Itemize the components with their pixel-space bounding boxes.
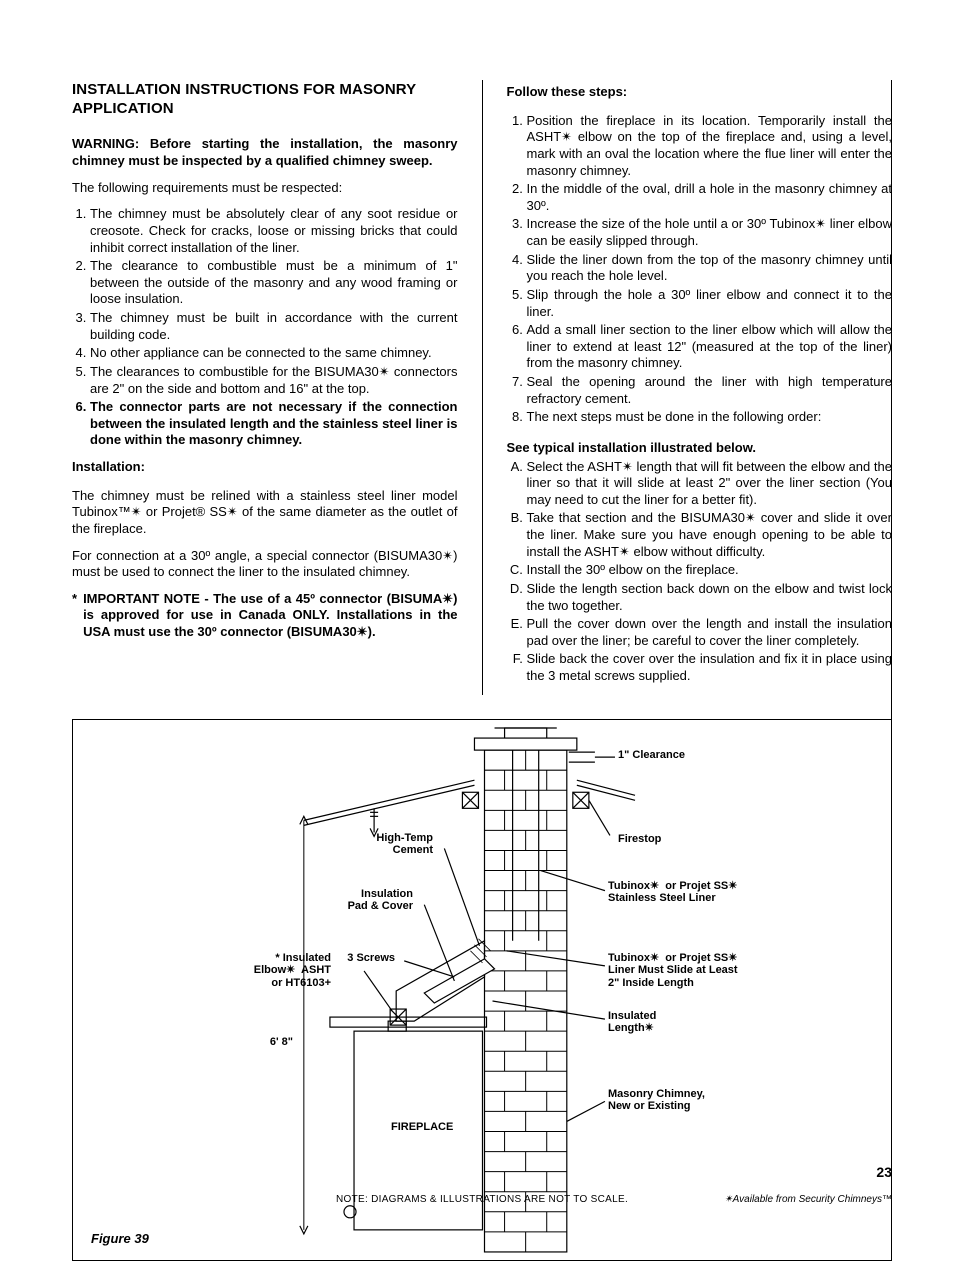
alpha-item: Install the 30º elbow on the fireplace. <box>527 562 893 579</box>
step-item: The next steps must be done in the follo… <box>527 409 893 426</box>
annot-slide-2in: Tubinox✴ or Projet SS✴ Liner Must Slide … <box>608 952 738 990</box>
annot-pad-cover: Insulation Pad & Cover <box>348 888 413 913</box>
warning-text: WARNING: Before starting the installatio… <box>72 136 458 169</box>
step-item: Position the fireplace in its location. … <box>527 113 893 180</box>
step-item: Seal the opening around the liner with h… <box>527 374 893 407</box>
important-note: * IMPORTANT NOTE - The use of a 45º conn… <box>72 591 458 641</box>
figure-39-box: 1" Clearance Firestop Tubinox✴ or Projet… <box>72 719 892 1261</box>
step-item: Slide the liner down from the top of the… <box>527 252 893 285</box>
annot-screws: 3 Screws <box>347 952 395 965</box>
alpha-item: Slide the length section back down on th… <box>527 581 893 614</box>
steps-heading: Follow these steps: <box>507 84 893 101</box>
column-divider <box>482 80 483 695</box>
requirements-list: The chimney must be absolutely clear of … <box>72 206 458 449</box>
annot-fireplace: FIREPLACE <box>391 1121 453 1134</box>
annot-ss-liner: Tubinox✴ or Projet SS✴ Stainless Steel L… <box>608 880 737 905</box>
footer: NOTE: DIAGRAMS & ILLUSTRATIONS ARE NOT T… <box>72 1194 892 1205</box>
requirements-intro: The following requirements must be respe… <box>72 180 458 197</box>
typical-heading: See typical installation illustrated bel… <box>507 440 893 457</box>
annot-height: 6' 8" <box>270 1036 293 1049</box>
left-column: INSTALLATION INSTRUCTIONS FOR MASONRY AP… <box>72 80 458 695</box>
annot-ins-length: Insulated Length✴ <box>608 1010 656 1035</box>
alpha-item: Slide back the cover over the insulation… <box>527 651 893 684</box>
req-item: The clearances to combustible for the BI… <box>90 364 458 397</box>
figure-label: Figure 39 <box>91 1231 149 1246</box>
figure-svg <box>73 720 891 1262</box>
req-item-bold: The connector parts are not necessary if… <box>90 399 458 449</box>
alpha-item: Select the ASHT✴ length that will fit be… <box>527 459 893 509</box>
req-item: No other appliance can be connected to t… <box>90 345 458 362</box>
right-column: Follow these steps: Position the firepla… <box>507 80 893 695</box>
alpha-steps-list: Select the ASHT✴ length that will fit be… <box>507 459 893 685</box>
step-item: Add a small liner section to the liner e… <box>527 322 893 372</box>
annot-firestop: Firestop <box>618 833 661 846</box>
step-item: In the middle of the oval, drill a hole … <box>527 181 893 214</box>
req-item: The chimney must be absolutely clear of … <box>90 206 458 256</box>
footer-scale-note: NOTE: DIAGRAMS & ILLUSTRATIONS ARE NOT T… <box>336 1194 628 1205</box>
important-note-text: IMPORTANT NOTE - The use of a 45º connec… <box>83 591 457 641</box>
alpha-item: Take that section and the BISUMA30✴ cove… <box>527 510 893 560</box>
annot-clearance: 1" Clearance <box>618 749 685 762</box>
steps-list: Position the fireplace in its location. … <box>507 113 893 426</box>
req-item: The chimney must be built in accordance … <box>90 310 458 343</box>
annot-ht-cement: High-Temp Cement <box>376 832 433 857</box>
install-p2: For connection at a 30º angle, a special… <box>72 548 458 581</box>
step-item: Increase the size of the hole until a or… <box>527 216 893 249</box>
alpha-item: Pull the cover down over the length and … <box>527 616 893 649</box>
footer-availability: ✴Available from Security Chimneys™ <box>724 1194 892 1205</box>
page-number: 23 <box>876 1164 892 1180</box>
install-p1: The chimney must be relined with a stain… <box>72 488 458 538</box>
masonry-heading: INSTALLATION INSTRUCTIONS FOR MASONRY AP… <box>72 80 458 118</box>
asterisk-icon: * <box>72 591 77 641</box>
req-item: The clearance to combustible must be a m… <box>90 258 458 308</box>
columns: INSTALLATION INSTRUCTIONS FOR MASONRY AP… <box>72 80 892 695</box>
step-item: Slip through the hole a 30º liner elbow … <box>527 287 893 320</box>
annot-masonry: Masonry Chimney, New or Existing <box>608 1088 705 1113</box>
installation-subhead: Installation: <box>72 459 458 476</box>
page: INSTALLATION INSTRUCTIONS FOR MASONRY AP… <box>0 0 954 1235</box>
annot-ins-elbow: * Insulated Elbow✴ ASHT or HT6103+ <box>254 952 331 990</box>
